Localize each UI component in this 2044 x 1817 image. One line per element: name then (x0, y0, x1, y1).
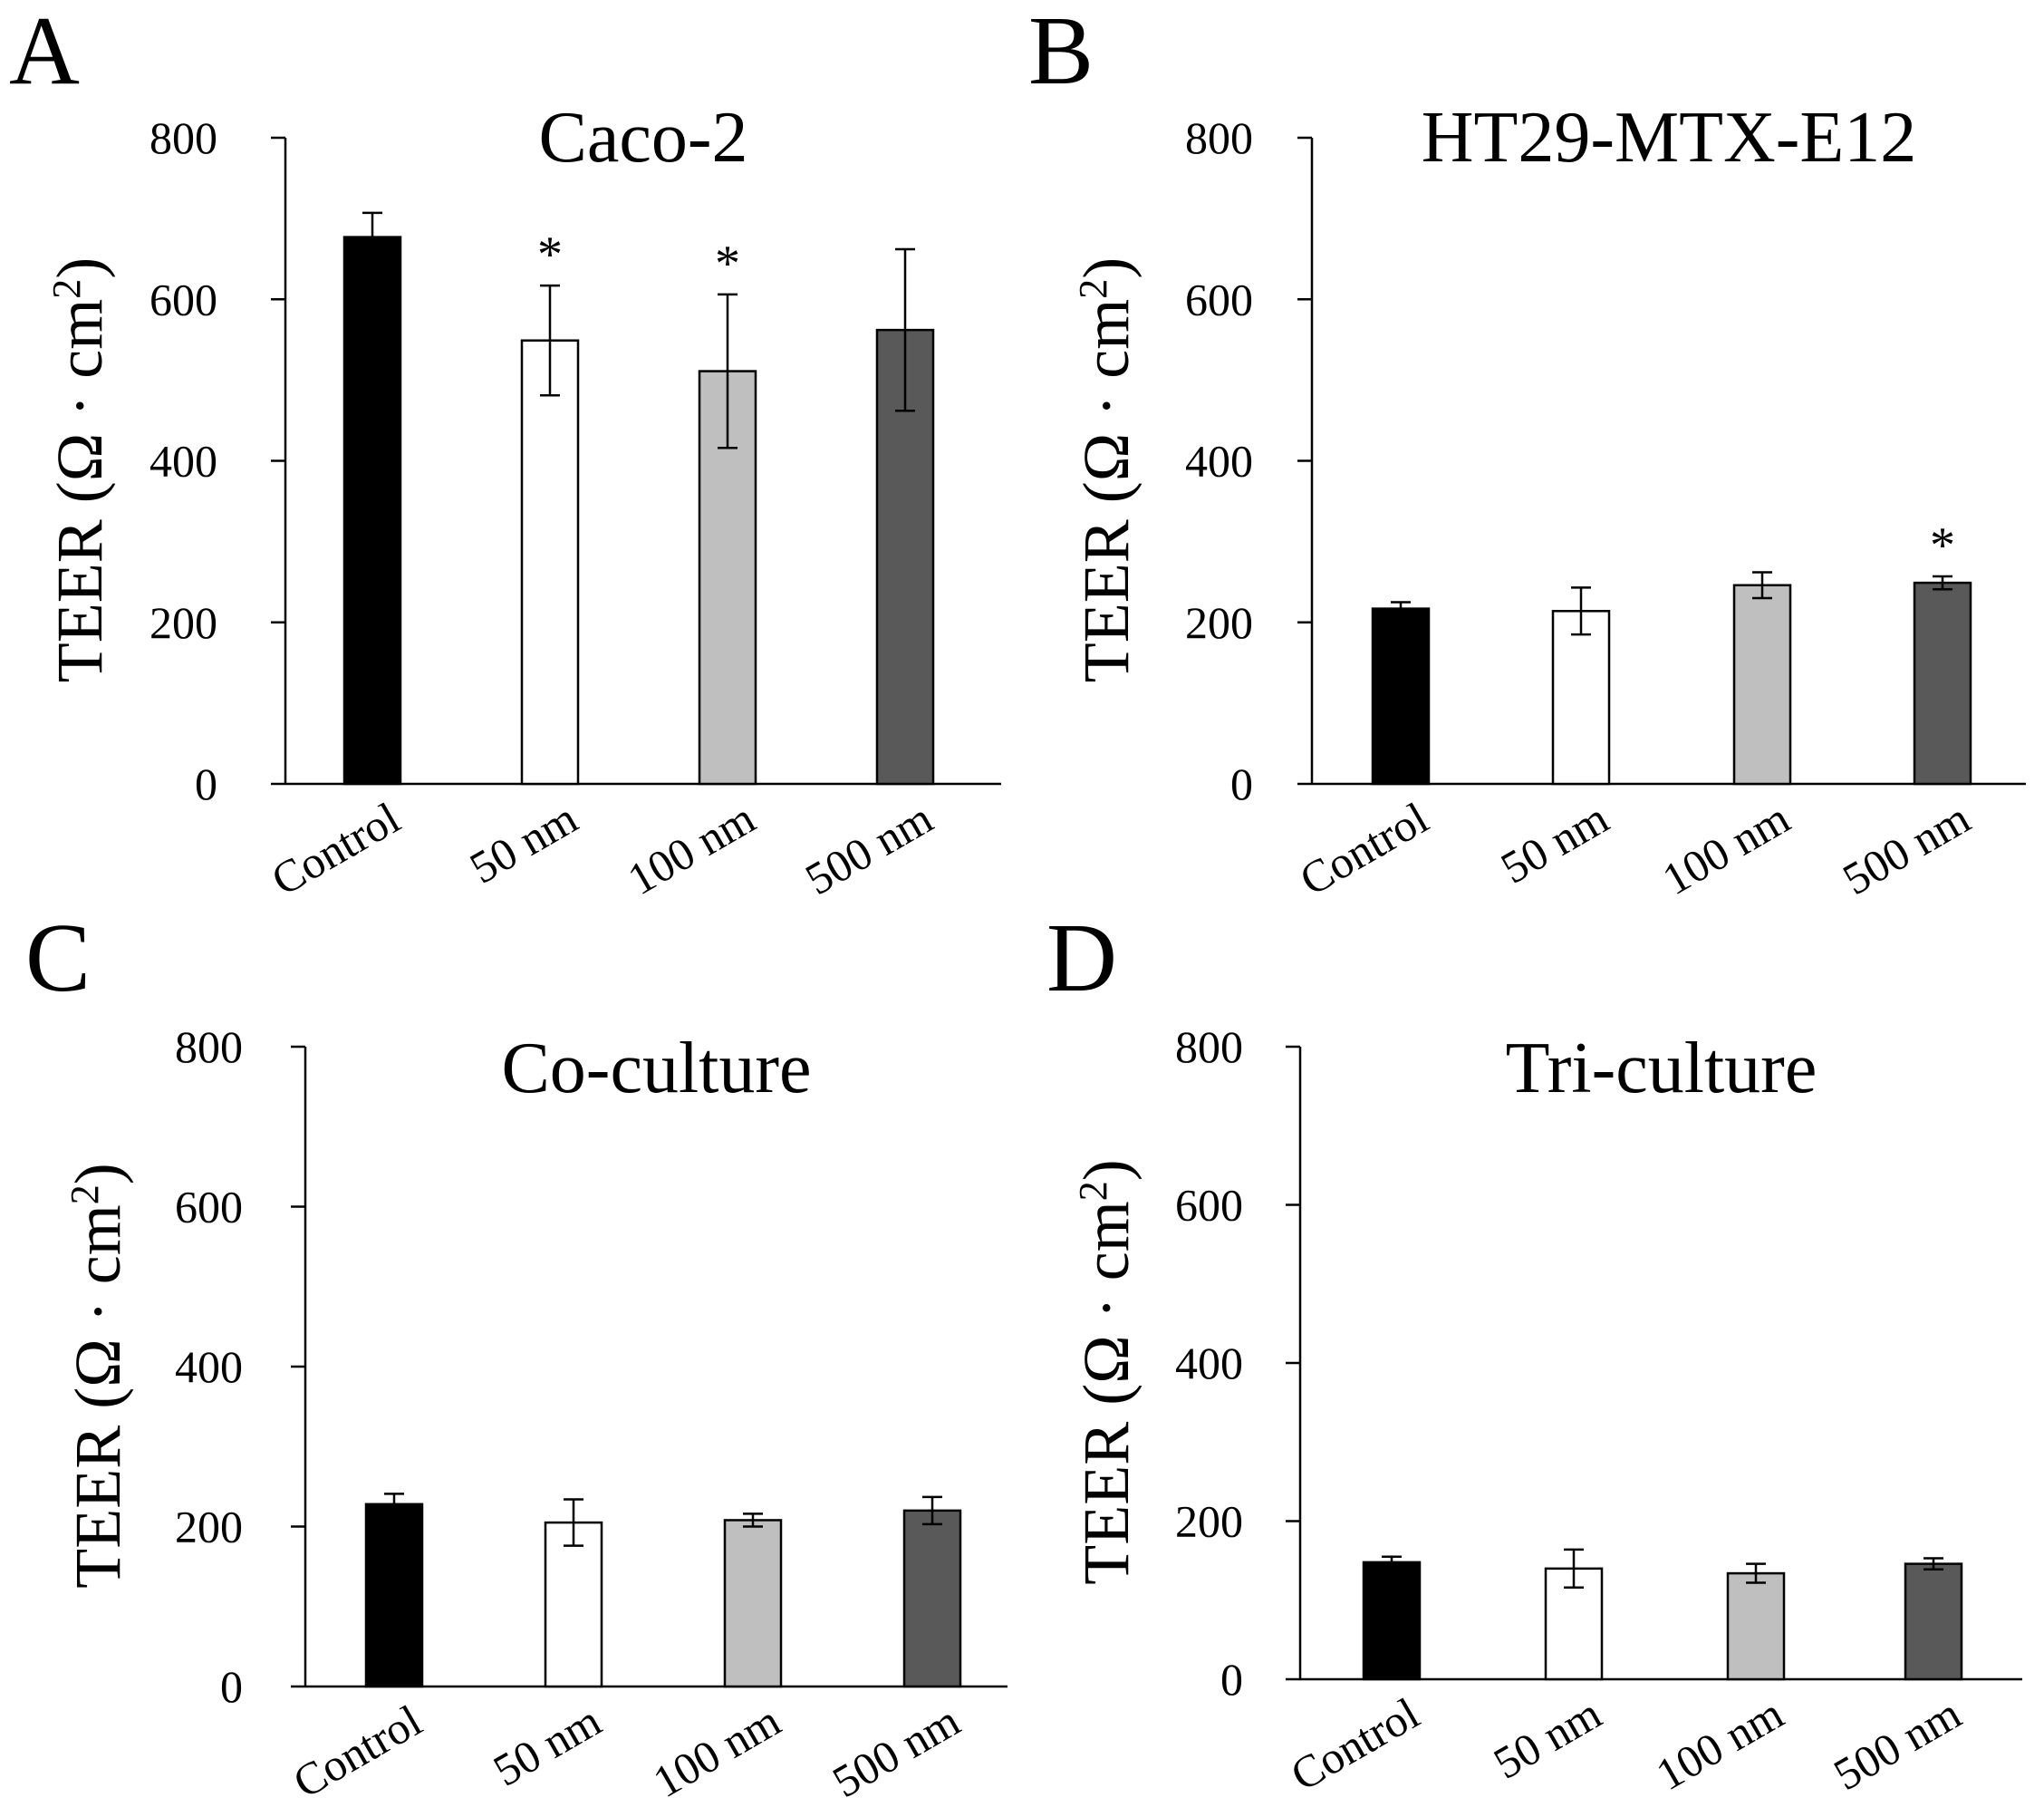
y-tick-label: 600 (149, 274, 217, 324)
bar (698, 370, 757, 786)
error-bar (564, 1498, 583, 1547)
error-bar (718, 293, 738, 449)
y-axis-label-close: ) (43, 257, 116, 279)
y-axis-label-superscript: 2 (63, 1184, 107, 1204)
y-axis-label: TEER (Ω · cm2) (62, 1163, 134, 1588)
y-tick-label: 600 (175, 1182, 243, 1232)
y-tick-label: 400 (175, 1341, 243, 1392)
y-tick-label: 200 (1175, 1496, 1243, 1547)
significance-marker: * (715, 236, 740, 292)
y-axis-label-superscript: 2 (44, 279, 89, 299)
error-bar (1571, 586, 1591, 636)
category-label: 50 nm (1492, 792, 1617, 894)
chart-panel-a: A Caco-2 TEER (Ω · cm2) 0 200 400 600 800 Contro… (9, 0, 1001, 905)
y-tick-label: 800 (1185, 112, 1253, 163)
category-label: 100 nm (1647, 1687, 1791, 1800)
category-label: 100 nm (1654, 792, 1798, 904)
y-axis-label: TEER (Ω · cm2) (43, 257, 116, 682)
chart-panel-c: C Co-culture TEER (Ω · cm2) 0 200 400 600 800 Co… (25, 904, 1008, 1808)
bar (1371, 607, 1431, 786)
y-axis-label-close: ) (1070, 1159, 1143, 1181)
category-label: 100 nm (619, 792, 763, 904)
y-axis-label-superscript: 2 (1071, 279, 1115, 299)
chart-title: HT29-MTX-E12 (1422, 98, 1917, 178)
error-bar (1752, 571, 1772, 600)
significance-marker: * (1930, 517, 1955, 574)
bar (1726, 1571, 1786, 1681)
error-bar (1923, 1557, 1943, 1571)
category-label: Control (284, 1695, 429, 1808)
y-tick-label: 600 (1175, 1180, 1243, 1231)
y-tick-label: 400 (1185, 436, 1253, 487)
y-tick-label: 0 (195, 759, 217, 809)
y-axis-label-main: TEER (Ω · cm (43, 299, 116, 682)
chart-title: Co-culture (501, 1029, 811, 1108)
y-axis-label: TEER (Ω · cm2) (1070, 257, 1143, 682)
bar (1913, 581, 1972, 786)
error-bar (1564, 1548, 1584, 1590)
bar (1551, 610, 1611, 786)
bar (544, 1521, 603, 1688)
category-label: 50 nm (461, 792, 586, 894)
y-axis-label-main: TEER (Ω · cm (1070, 299, 1143, 682)
category-label: 500 nm (1834, 792, 1978, 904)
y-tick-label: 0 (220, 1661, 243, 1712)
error-bar (743, 1513, 763, 1528)
chart-panel-b: B HT29-MTX-E12 TEER (Ω · cm2) 0 200 400 600 800… (1028, 0, 2026, 905)
bar (364, 1503, 424, 1688)
y-tick-label: 600 (1185, 274, 1253, 324)
y-axis-label-close: ) (62, 1163, 134, 1184)
y-tick-label: 400 (1175, 1338, 1243, 1388)
error-bar (1933, 575, 1952, 591)
y-tick-label: 200 (1185, 597, 1253, 648)
chart-title: Tri-culture (1506, 1029, 1817, 1108)
y-tick-label: 0 (1230, 759, 1253, 809)
y-axis-label-superscript: 2 (1071, 1181, 1115, 1201)
category-label: Control (263, 792, 408, 905)
category-label: Control (1291, 792, 1436, 905)
y-tick-label: 800 (175, 1021, 243, 1072)
bar (1362, 1561, 1422, 1681)
category-label: 50 nm (1485, 1687, 1610, 1789)
y-tick-label: 0 (1220, 1654, 1243, 1705)
category-label: 50 nm (485, 1695, 610, 1796)
y-tick-label: 200 (149, 597, 217, 648)
y-tick-label: 800 (1175, 1021, 1243, 1072)
y-tick-label: 200 (175, 1502, 243, 1552)
y-axis-label: TEER (Ω · cm2) (1070, 1159, 1143, 1584)
bar (1732, 584, 1792, 786)
panel-letter: B (1028, 0, 1094, 105)
y-axis-label-main: TEER (Ω · cm (1070, 1201, 1143, 1584)
chart-title: Caco-2 (538, 98, 747, 178)
bar (902, 1509, 962, 1688)
bar (1904, 1562, 1963, 1681)
y-tick-label: 800 (149, 112, 217, 163)
error-bar (1382, 1555, 1402, 1570)
error-bar (895, 247, 915, 412)
panel-letter: A (9, 0, 80, 105)
y-axis-label-close: ) (1070, 257, 1143, 279)
category-label: 500 nm (1825, 1687, 1969, 1800)
error-bar (362, 211, 382, 263)
error-bar (922, 1495, 942, 1526)
category-label: Control (1282, 1687, 1427, 1801)
significance-marker: * (537, 227, 563, 283)
category-label: 500 nm (796, 792, 940, 904)
y-tick-label: 400 (149, 436, 217, 487)
category-label: 500 nm (824, 1695, 968, 1807)
panel-letter: C (25, 904, 91, 1012)
panel-letter: D (1046, 904, 1117, 1012)
category-label: 100 nm (644, 1695, 788, 1807)
y-axis-label-main: TEER (Ω · cm (62, 1204, 134, 1588)
bar (520, 339, 580, 786)
error-bar (1391, 601, 1411, 616)
chart-panel-d: D Tri-culture TEER (Ω · cm2) 0 200 400 600 800 C… (1046, 904, 2022, 1801)
bar (342, 236, 402, 786)
bar (723, 1519, 783, 1688)
error-bar (384, 1493, 404, 1516)
error-bar (540, 284, 560, 397)
error-bar (1746, 1562, 1766, 1584)
